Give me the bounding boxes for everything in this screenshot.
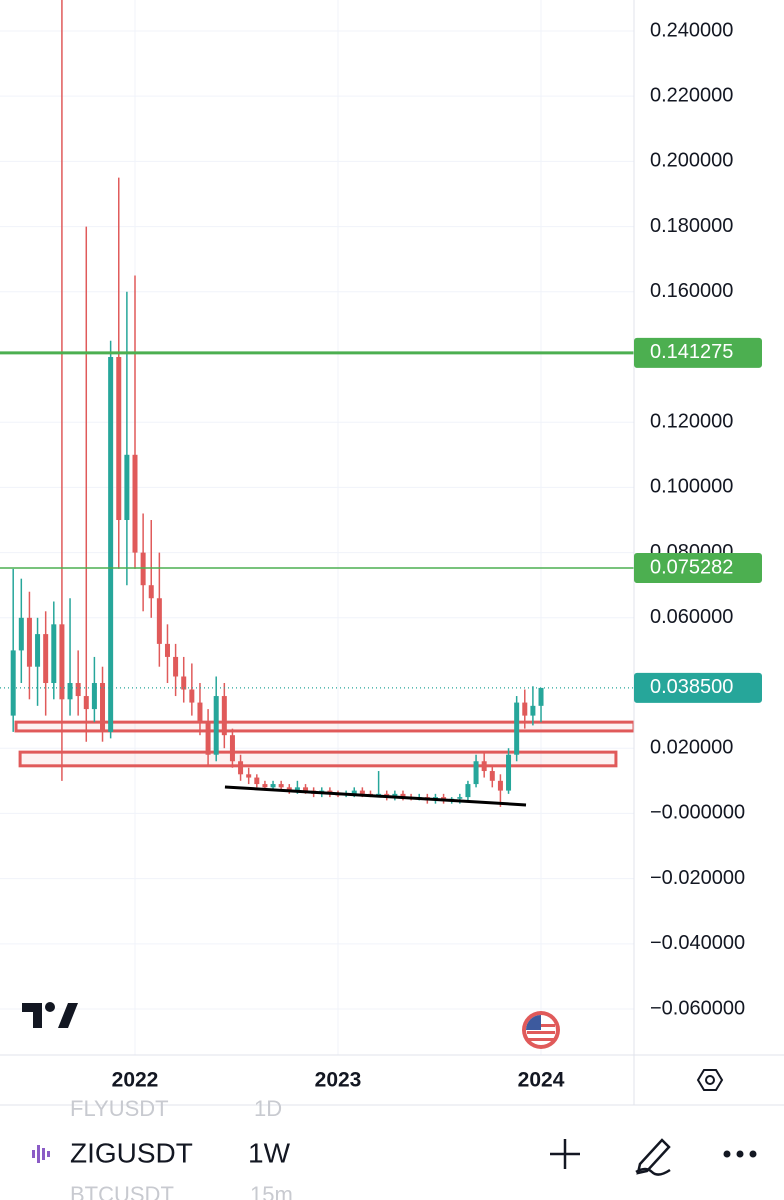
prev-interval: 1D bbox=[254, 1096, 282, 1121]
candle-body bbox=[43, 634, 49, 684]
y-tick-label: 0.180000 bbox=[650, 215, 733, 237]
candle-body bbox=[91, 683, 97, 710]
candle-body bbox=[489, 771, 495, 781]
candle-body bbox=[351, 790, 357, 794]
candle-body bbox=[473, 761, 479, 785]
price-line-label: 0.141275 bbox=[650, 341, 733, 363]
candle-body bbox=[26, 617, 32, 667]
candle-body bbox=[18, 617, 24, 651]
candle-body bbox=[481, 761, 487, 772]
candle-body bbox=[173, 656, 179, 677]
candle-body bbox=[400, 793, 406, 798]
candle-body bbox=[294, 787, 300, 791]
plot-area bbox=[0, 0, 634, 807]
y-tick-label: 0.200000 bbox=[650, 150, 733, 172]
draw-button[interactable] bbox=[635, 1138, 671, 1176]
candle-body bbox=[140, 552, 146, 586]
next-interval: 15m bbox=[250, 1182, 293, 1200]
candle-body bbox=[164, 643, 170, 657]
candle-body bbox=[10, 650, 16, 716]
candle-body bbox=[197, 702, 203, 723]
candle-body bbox=[132, 454, 138, 553]
candle-body bbox=[262, 784, 268, 788]
candle-body bbox=[51, 624, 57, 684]
candle-body bbox=[148, 585, 154, 599]
candle-body bbox=[238, 761, 244, 775]
price-axis: 0.240000 0.220000 0.200000 0.180000 0.160000… bbox=[112, 19, 762, 1092]
last-price-label: 0.038500 bbox=[650, 676, 733, 698]
price-line-box bbox=[634, 337, 762, 368]
candle-body bbox=[497, 780, 503, 791]
y-tick-label: 0.160000 bbox=[650, 280, 733, 302]
candle-body bbox=[278, 784, 284, 788]
settings-icon[interactable] bbox=[696, 1069, 724, 1091]
candle-body bbox=[465, 784, 471, 798]
symbol-row bbox=[0, 1125, 784, 1185]
symbol-bar: FLYUSDT 1D BTCUSDT 15m ZIGUSDT 1W bbox=[0, 1096, 784, 1200]
y-tick-label: 0.060000 bbox=[650, 606, 733, 628]
candle-body bbox=[181, 676, 187, 690]
y-tick-label: 0.020000 bbox=[650, 736, 733, 758]
candle-body bbox=[221, 696, 227, 736]
x-tick-label: 2024 bbox=[518, 1069, 565, 1092]
candle-body bbox=[213, 696, 219, 755]
candle-body bbox=[124, 454, 130, 521]
candle-body bbox=[116, 356, 122, 521]
flag-icon[interactable] bbox=[522, 1011, 560, 1049]
last-price-box bbox=[634, 672, 762, 703]
interval[interactable]: 1W bbox=[248, 1137, 291, 1168]
x-tick-label: 2022 bbox=[112, 1069, 159, 1092]
price-line-box bbox=[634, 552, 762, 583]
candle-body bbox=[392, 793, 398, 798]
candle-body bbox=[100, 683, 106, 732]
y-tick-label: −0.020000 bbox=[650, 867, 745, 889]
candle-body bbox=[35, 634, 41, 667]
tv-logo bbox=[22, 1002, 78, 1028]
candle-body bbox=[457, 797, 463, 799]
candle-body bbox=[67, 683, 73, 700]
candle-body bbox=[359, 790, 365, 794]
candle-body bbox=[59, 624, 65, 700]
y-tick-label: −0.060000 bbox=[650, 997, 745, 1019]
candle-body bbox=[254, 777, 260, 785]
y-tick-label: −0.000000 bbox=[650, 802, 745, 824]
candle-body bbox=[229, 735, 235, 762]
symbol-icon bbox=[32, 1145, 50, 1163]
candle-body bbox=[286, 787, 292, 791]
y-tick-label: 0.240000 bbox=[650, 19, 733, 41]
zone bbox=[14, 720, 634, 733]
candle-body bbox=[83, 696, 89, 710]
candle-body bbox=[75, 683, 81, 697]
y-tick-label: 0.220000 bbox=[650, 84, 733, 106]
add-button[interactable] bbox=[550, 1139, 580, 1169]
zone bbox=[18, 750, 618, 768]
x-tick-label: 2023 bbox=[315, 1069, 362, 1092]
prev-symbol: FLYUSDT bbox=[70, 1096, 169, 1121]
candle-body bbox=[270, 784, 276, 788]
candle-body bbox=[246, 774, 252, 778]
trendline bbox=[224, 785, 527, 807]
y-tick-label: 0.120000 bbox=[650, 410, 733, 432]
candle-body bbox=[303, 787, 309, 791]
candle-body bbox=[205, 722, 211, 755]
candle-body bbox=[514, 702, 520, 755]
more-button[interactable] bbox=[723, 1150, 757, 1158]
y-tick-label: −0.040000 bbox=[650, 932, 745, 954]
candle-body bbox=[506, 754, 512, 791]
price-line-label: 0.075282 bbox=[650, 556, 733, 578]
symbol[interactable]: ZIGUSDT bbox=[70, 1137, 193, 1168]
candle-body bbox=[108, 356, 114, 732]
candle-body bbox=[530, 705, 536, 716]
candle-body bbox=[538, 687, 544, 706]
candle-body bbox=[189, 689, 195, 703]
candle-body bbox=[522, 702, 528, 716]
next-symbol: BTCUSDT bbox=[70, 1182, 174, 1200]
y-tick-label: 0.100000 bbox=[650, 476, 733, 498]
candle-body bbox=[156, 598, 162, 644]
grid bbox=[0, 0, 634, 1055]
